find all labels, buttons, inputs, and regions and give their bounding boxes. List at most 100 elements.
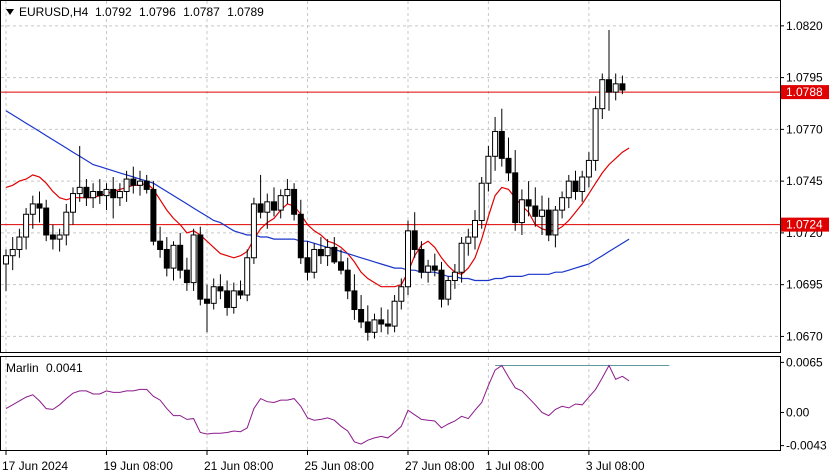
candle bbox=[157, 226, 164, 258]
candle-body-bear bbox=[619, 83, 626, 91]
price-panel-frame bbox=[0, 0, 781, 353]
candle-body-bull bbox=[29, 203, 36, 215]
candle bbox=[130, 166, 137, 194]
candle bbox=[291, 183, 298, 221]
time-tick-label: 27 Jun 08:00 bbox=[405, 459, 475, 473]
candle-body-bull bbox=[559, 197, 566, 211]
candle-body-bull bbox=[425, 265, 432, 273]
candle-body-bear bbox=[291, 188, 298, 215]
candle bbox=[518, 189, 525, 235]
candle-body-bear bbox=[143, 180, 150, 190]
candle bbox=[505, 137, 512, 182]
candle bbox=[492, 116, 499, 171]
candle-body-bull bbox=[485, 155, 492, 184]
symbol-label: EURUSD,H4 bbox=[19, 5, 89, 19]
candle bbox=[116, 183, 123, 206]
candle bbox=[63, 203, 70, 246]
candle bbox=[3, 249, 9, 291]
candle bbox=[324, 239, 331, 267]
candle bbox=[123, 170, 130, 202]
candle bbox=[565, 174, 572, 209]
candle-body-bull bbox=[16, 236, 23, 250]
candle-body-bear bbox=[438, 269, 445, 300]
candle bbox=[90, 183, 97, 209]
moving-averages bbox=[5, 110, 630, 288]
candlesticks bbox=[3, 29, 626, 341]
candle-body-bear bbox=[110, 188, 117, 199]
candle bbox=[371, 313, 378, 339]
candle-body-bear bbox=[344, 269, 351, 292]
candle-body-bear bbox=[338, 261, 344, 271]
candle-body-bear bbox=[217, 286, 224, 292]
candle-body-bear bbox=[512, 172, 519, 224]
candle bbox=[425, 259, 432, 283]
candle bbox=[76, 145, 83, 202]
candle-body-bull bbox=[264, 201, 271, 213]
collapse-triangle-icon[interactable] bbox=[6, 9, 14, 15]
candle-body-bull bbox=[458, 242, 465, 273]
candle bbox=[378, 307, 385, 333]
price-tick-label: 1.0670 bbox=[786, 329, 823, 343]
candle-body-bear bbox=[378, 319, 385, 325]
candle-body-bull bbox=[405, 230, 411, 288]
low-value: 1.0787 bbox=[183, 5, 220, 19]
candle-body-bear bbox=[431, 265, 438, 271]
candle-body-bull bbox=[284, 188, 291, 197]
price-tick-label: 1.0745 bbox=[786, 174, 823, 188]
candle bbox=[344, 257, 351, 300]
candle-body-bear bbox=[304, 257, 311, 273]
price-tick-label: 1.0795 bbox=[786, 71, 823, 85]
candle bbox=[204, 284, 210, 333]
candle-body-bear bbox=[130, 178, 137, 186]
horizontal-levels[interactable] bbox=[1, 91, 780, 226]
candle-body-bear bbox=[505, 157, 512, 174]
candle bbox=[36, 191, 43, 223]
candle bbox=[438, 261, 445, 308]
time-tick-label: 17 Jun 2024 bbox=[2, 459, 68, 473]
osc-tick-label: 0.0065 bbox=[786, 355, 823, 369]
candle-body-bear bbox=[532, 205, 539, 217]
candle-body-bull bbox=[478, 182, 485, 221]
candle-body-bear bbox=[96, 190, 103, 197]
candle-body-bear bbox=[150, 188, 157, 242]
candle bbox=[103, 183, 110, 211]
candle-body-bull bbox=[451, 271, 458, 282]
candle bbox=[458, 237, 465, 283]
candle bbox=[257, 174, 264, 219]
candle-body-bull bbox=[23, 213, 30, 238]
candle-body-bull bbox=[612, 83, 619, 93]
candle bbox=[559, 191, 566, 219]
candle-body-bull bbox=[170, 244, 177, 269]
candle bbox=[277, 189, 284, 219]
time-tick-label: 21 Jun 08:00 bbox=[204, 459, 274, 473]
candle-body-bear bbox=[317, 248, 324, 257]
candle-body-bear bbox=[204, 298, 210, 304]
candle bbox=[96, 179, 103, 204]
time-axis: 17 Jun 2024 19 Jun 08:00 21 Jun 08:00 25 Ju… bbox=[2, 451, 645, 473]
candle-body-bull bbox=[9, 248, 16, 257]
candle-body-bear bbox=[606, 79, 612, 93]
candle bbox=[485, 145, 492, 192]
candle bbox=[190, 228, 197, 291]
candle bbox=[170, 241, 177, 281]
candle-body-bull bbox=[63, 211, 70, 236]
candle-body-bear bbox=[257, 203, 264, 213]
osc-tick-label: -0.0043 bbox=[786, 439, 827, 453]
candle bbox=[177, 232, 184, 279]
candle bbox=[284, 179, 291, 204]
candle bbox=[137, 170, 143, 196]
candle-body-bull bbox=[70, 193, 76, 213]
candle-body-bull bbox=[190, 234, 197, 284]
candle-body-bear bbox=[83, 186, 90, 199]
candle bbox=[311, 243, 318, 279]
candle bbox=[183, 257, 190, 291]
candle bbox=[250, 197, 257, 264]
candle-body-bull bbox=[552, 209, 559, 236]
close-value: 1.0789 bbox=[227, 5, 264, 19]
oscillator-panel-frame bbox=[0, 356, 781, 451]
candle-body-bear bbox=[224, 290, 231, 308]
price-tick-label: 1.0820 bbox=[786, 19, 823, 33]
candle-body-bull bbox=[391, 300, 398, 327]
osc-tick-label: 0.00 bbox=[786, 405, 810, 419]
high-value: 1.0796 bbox=[139, 5, 176, 19]
